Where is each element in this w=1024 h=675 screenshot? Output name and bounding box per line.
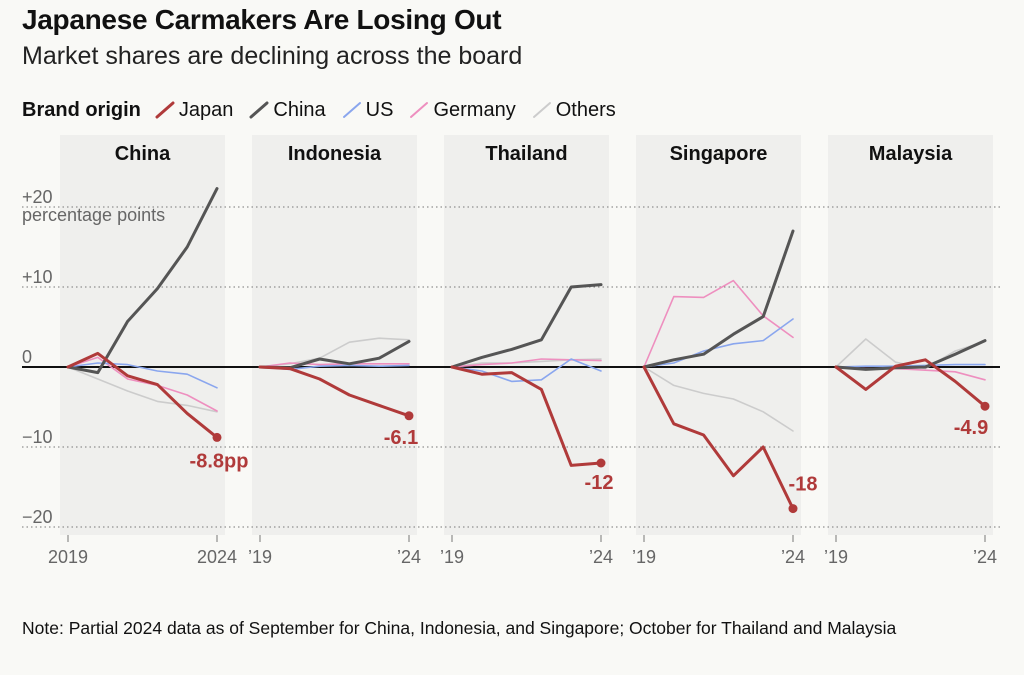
panel-background-malaysia <box>828 135 993 535</box>
legend-title: Brand origin <box>22 98 141 121</box>
legend-swatch-japan <box>155 101 175 119</box>
end-label-japan-china: -8.8pp <box>190 450 249 472</box>
x-tick-label: ’19 <box>632 547 656 567</box>
legend-label-japan: Japan <box>178 98 234 121</box>
end-marker-japan-indonesia <box>404 411 414 421</box>
small-multiples-chart: +20 +10 0 −10 −20 percentage points China 2019 2… <box>22 135 1000 567</box>
legend-swatch-us <box>342 102 361 118</box>
legend-label-germany: Germany <box>433 98 516 121</box>
end-label-japan-thailand: -12 <box>585 472 614 494</box>
end-label-japan-indonesia: -6.1 <box>384 427 418 449</box>
legend: Brand origin Japan China US Germany Othe… <box>22 97 632 123</box>
series-line-germany-singapore <box>643 279 794 368</box>
legend-label-china: China <box>273 98 326 121</box>
series-line-japan-china <box>66 351 219 439</box>
y-tick-label: +10 <box>22 267 53 287</box>
legend-item-china: China <box>249 98 326 122</box>
legend-item-us: US <box>342 98 394 122</box>
legend-item-others: Others <box>532 99 616 122</box>
y-tick-label: 0 <box>22 347 32 367</box>
series-line-china-china <box>66 187 219 375</box>
panel-title-china: China <box>115 143 171 165</box>
end-marker-japan-malaysia <box>980 401 990 411</box>
series-line-germany-thailand <box>451 358 602 368</box>
series-line-china-thailand <box>450 283 603 369</box>
x-tick-label: ’24 <box>589 547 613 567</box>
legend-item-japan: Japan <box>155 98 234 122</box>
series-line-china-malaysia <box>834 339 987 371</box>
series-line-japan-malaysia <box>834 358 987 408</box>
series-line-japan-thailand <box>450 365 603 467</box>
panel-title-thailand: Thailand <box>485 143 567 165</box>
x-tick-label: ’19 <box>824 547 848 567</box>
end-marker-japan-singapore <box>788 504 798 514</box>
y-tick-label: −10 <box>22 427 53 447</box>
series-line-others-china <box>67 366 218 413</box>
panel-background-china <box>60 135 225 535</box>
series-line-japan-indonesia <box>258 365 411 418</box>
x-tick-label: ’19 <box>440 547 464 567</box>
series-line-china-singapore <box>642 229 795 369</box>
series-line-us-malaysia <box>835 363 986 368</box>
series-line-germany-indonesia <box>259 362 410 368</box>
panel-background-indonesia <box>252 135 417 535</box>
panel-title-malaysia: Malaysia <box>869 143 953 165</box>
end-label-japan-singapore: -18 <box>789 474 818 496</box>
legend-label-others: Others <box>555 98 616 121</box>
series-line-germany-china <box>67 356 218 412</box>
series-line-japan-singapore <box>642 365 795 511</box>
panel-title-singapore: Singapore <box>670 143 768 165</box>
legend-label-us: US <box>365 98 394 121</box>
chart-title: Japanese Carmakers Are Losing Out <box>22 4 502 35</box>
legend-swatch-others <box>532 102 551 118</box>
y-unit-label: percentage points <box>22 205 165 225</box>
panel-title-indonesia: Indonesia <box>288 143 382 165</box>
x-tick-label: ’19 <box>248 547 272 567</box>
chart-subtitle: Market shares are declining across the b… <box>22 42 523 70</box>
series-line-us-singapore <box>643 318 794 368</box>
x-tick-label: ’24 <box>397 547 421 567</box>
panel-background-thailand <box>444 135 609 535</box>
end-marker-japan-thailand <box>596 458 606 468</box>
series-line-others-singapore <box>643 366 794 432</box>
x-tick-label: ’24 <box>973 547 997 567</box>
legend-swatch-germany <box>410 102 429 118</box>
y-tick-label: +20 <box>22 187 53 207</box>
x-tick-label: ’24 <box>781 547 805 567</box>
footnote: Note: Partial 2024 data as of September … <box>22 618 897 638</box>
legend-item-germany: Germany <box>409 98 516 122</box>
x-tick-label: 2024 <box>197 547 237 567</box>
y-tick-label: −20 <box>22 507 53 527</box>
series-line-us-china <box>67 362 218 389</box>
x-tick-label: 2019 <box>48 547 88 567</box>
legend-swatch-china <box>249 101 269 119</box>
end-marker-japan-china <box>212 432 222 442</box>
end-label-japan-malaysia: -4.9 <box>954 417 988 439</box>
